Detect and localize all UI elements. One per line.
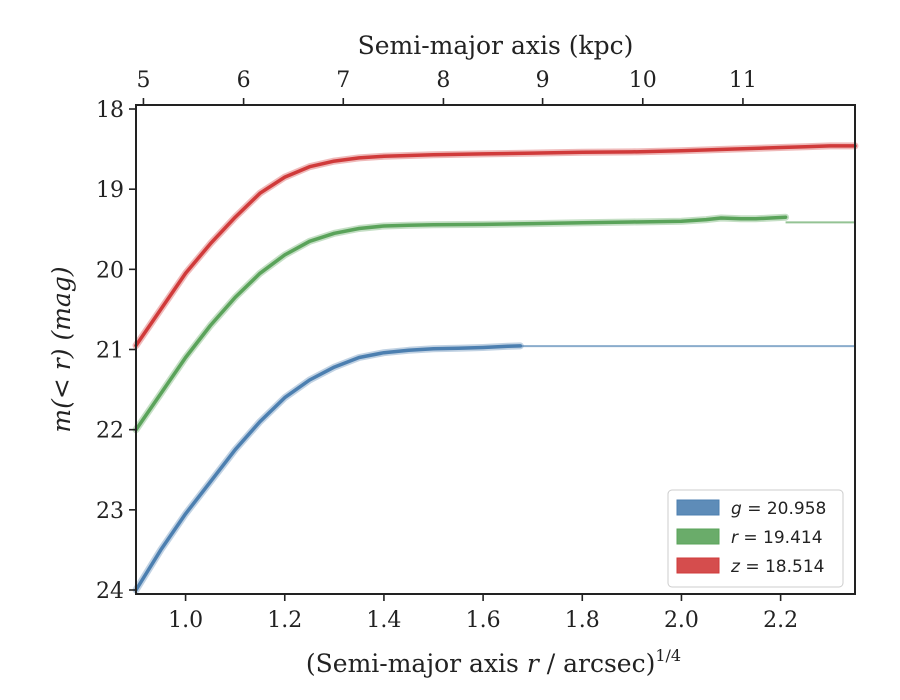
- legend-swatch: [676, 557, 720, 574]
- legend-label: g = 20.958: [731, 499, 826, 519]
- x-tick-label: 2.0: [664, 608, 699, 633]
- y-tick-label: 23: [96, 499, 124, 524]
- x-tick-label: 1.6: [466, 608, 501, 633]
- x-tick-label: 1.2: [267, 608, 302, 633]
- series-lines: [134, 144, 857, 592]
- series-line: [134, 144, 857, 348]
- top-tick-label: 9: [536, 68, 550, 93]
- top-tick-label: 10: [629, 68, 657, 93]
- x-tick-label: 1.8: [565, 608, 600, 633]
- legend-swatch: [676, 499, 720, 516]
- y-tick-label: 21: [96, 339, 124, 364]
- y-tick-label: 19: [96, 178, 124, 203]
- x-tick-label: 2.2: [763, 608, 798, 633]
- y-tick-label: 20: [96, 258, 124, 283]
- x-axis-ticks: 1.0 1.2 1.4 1.6 1.8 2.0 2.2: [168, 594, 798, 633]
- y-axis-title: m(< r) (mag): [47, 266, 76, 432]
- legend-label: z = 18.514: [730, 557, 824, 577]
- y-axis-ticks: 18 19 20 21 22 23 24: [96, 98, 136, 604]
- y-tick-label: 24: [96, 579, 124, 604]
- series-band: [132, 142, 859, 349]
- legend-swatch: [676, 528, 720, 545]
- top-tick-label: 11: [729, 68, 757, 93]
- top-tick-label: 7: [336, 68, 350, 93]
- asymptote-lines: [520, 221, 855, 348]
- top-tick-label: 6: [237, 68, 251, 93]
- top-tick-label: 8: [436, 68, 450, 93]
- series-line: [134, 215, 788, 432]
- legend: g = 20.958 r = 19.414 z = 18.514: [667, 489, 844, 588]
- x-tick-label: 1.4: [366, 608, 401, 633]
- top-axis-ticks: 5 6 7 8 9 10 11: [136, 68, 757, 105]
- top-axis-title: Semi-major axis (kpc): [358, 31, 634, 60]
- series-line: [134, 344, 523, 592]
- legend-label: r = 19.414: [731, 528, 823, 548]
- y-tick-label: 18: [96, 98, 124, 123]
- y-tick-label: 22: [96, 419, 124, 444]
- series-band: [132, 213, 790, 434]
- x-tick-label: 1.0: [168, 608, 203, 633]
- series-band: [132, 342, 524, 594]
- top-tick-label: 5: [136, 68, 150, 93]
- x-axis-title: (Semi-major axis r / arcsec)1/4: [306, 646, 681, 678]
